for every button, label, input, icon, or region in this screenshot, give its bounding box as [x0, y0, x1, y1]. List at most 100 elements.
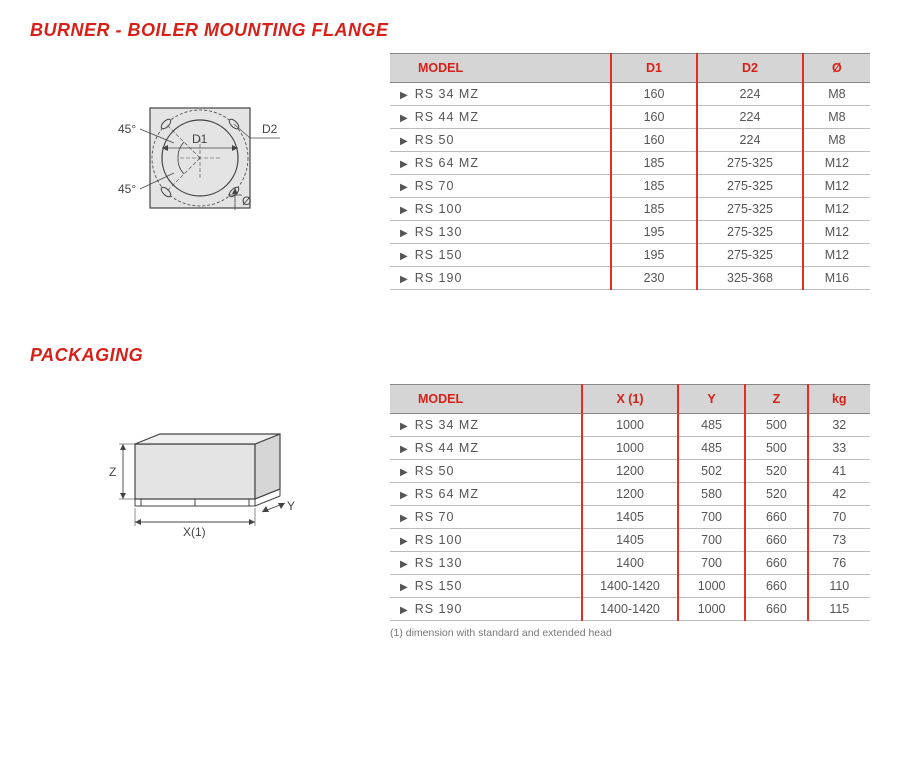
triangle-icon: ▶ [400, 490, 409, 501]
triangle-icon: ▶ [400, 182, 409, 193]
value-cell: 275-325 [697, 244, 803, 267]
table-row: ▶RS 100185275-325M12 [390, 198, 870, 221]
value-cell: M16 [803, 267, 870, 290]
triangle-icon: ▶ [400, 513, 409, 524]
value-cell: 160 [611, 106, 697, 129]
value-cell: 1400 [582, 552, 678, 575]
value-cell: 1000 [582, 414, 678, 437]
table-row: ▶RS 64 MZ120058052042 [390, 483, 870, 506]
value-cell: 1400-1420 [582, 598, 678, 621]
value-cell: 76 [808, 552, 870, 575]
value-cell: M8 [803, 83, 870, 106]
value-cell: M12 [803, 198, 870, 221]
model-cell: ▶RS 150 [390, 244, 611, 267]
col-model: MODEL [390, 54, 611, 83]
triangle-icon: ▶ [400, 159, 409, 170]
value-cell: 660 [745, 506, 807, 529]
label-x: X(1) [183, 525, 206, 539]
model-cell: ▶RS 34 MZ [390, 414, 582, 437]
value-cell: M12 [803, 175, 870, 198]
value-cell: 160 [611, 83, 697, 106]
col-d2: D2 [697, 54, 803, 83]
col2-model: MODEL [390, 385, 582, 414]
table-row: ▶RS 44 MZ100048550033 [390, 437, 870, 460]
value-cell: 520 [745, 483, 807, 506]
model-cell: ▶RS 130 [390, 221, 611, 244]
value-cell: 195 [611, 244, 697, 267]
value-cell: 230 [611, 267, 697, 290]
section-title-packaging: PACKAGING [30, 345, 870, 366]
value-cell: M8 [803, 106, 870, 129]
value-cell: 502 [678, 460, 745, 483]
table-row: ▶RS 130195275-325M12 [390, 221, 870, 244]
value-cell: 325-368 [697, 267, 803, 290]
triangle-icon: ▶ [400, 582, 409, 593]
value-cell: 42 [808, 483, 870, 506]
triangle-icon: ▶ [400, 421, 409, 432]
model-cell: ▶RS 50 [390, 129, 611, 152]
triangle-icon: ▶ [400, 90, 409, 101]
model-cell: ▶RS 190 [390, 598, 582, 621]
model-cell: ▶RS 64 MZ [390, 483, 582, 506]
value-cell: 1405 [582, 506, 678, 529]
label-phi: Ø [242, 194, 251, 208]
table-row: ▶RS 44 MZ160224M8 [390, 106, 870, 129]
table-row: ▶RS 190230325-368M16 [390, 267, 870, 290]
value-cell: 660 [745, 598, 807, 621]
label-y: Y [287, 499, 295, 513]
model-cell: ▶RS 190 [390, 267, 611, 290]
triangle-icon: ▶ [400, 274, 409, 285]
value-cell: 160 [611, 129, 697, 152]
model-cell: ▶RS 100 [390, 529, 582, 552]
value-cell: 195 [611, 221, 697, 244]
triangle-icon: ▶ [400, 559, 409, 570]
value-cell: 33 [808, 437, 870, 460]
model-cell: ▶RS 44 MZ [390, 106, 611, 129]
value-cell: 185 [611, 175, 697, 198]
triangle-icon: ▶ [400, 228, 409, 239]
value-cell: 41 [808, 460, 870, 483]
model-cell: ▶RS 34 MZ [390, 83, 611, 106]
flange-diagram: 45° 45° D1 D2 Ø [30, 53, 350, 233]
model-cell: ▶RS 150 [390, 575, 582, 598]
col2-y: Y [678, 385, 745, 414]
value-cell: 275-325 [697, 175, 803, 198]
value-cell: 1000 [678, 575, 745, 598]
value-cell: 485 [678, 414, 745, 437]
section-flange: 45° 45° D1 D2 Ø MOD [30, 53, 870, 290]
value-cell: 224 [697, 83, 803, 106]
label-angle-bottom: 45° [118, 182, 136, 196]
table-row: ▶RS 50160224M8 [390, 129, 870, 152]
table-row: ▶RS 1901400-14201000660115 [390, 598, 870, 621]
value-cell: 275-325 [697, 198, 803, 221]
label-z: Z [109, 465, 116, 479]
triangle-icon: ▶ [400, 113, 409, 124]
label-angle-top: 45° [118, 122, 136, 136]
triangle-icon: ▶ [400, 136, 409, 147]
value-cell: 185 [611, 152, 697, 175]
value-cell: 275-325 [697, 152, 803, 175]
value-cell: 115 [808, 598, 870, 621]
value-cell: 275-325 [697, 221, 803, 244]
value-cell: M8 [803, 129, 870, 152]
table-row: ▶RS 34 MZ100048550032 [390, 414, 870, 437]
value-cell: 224 [697, 106, 803, 129]
value-cell: 110 [808, 575, 870, 598]
triangle-icon: ▶ [400, 444, 409, 455]
table-row: ▶RS 70140570066070 [390, 506, 870, 529]
table-row: ▶RS 70185275-325M12 [390, 175, 870, 198]
table-row: ▶RS 50120050252041 [390, 460, 870, 483]
col2-kg: kg [808, 385, 870, 414]
section-packaging: Z X(1) Y MODEL X (1) Y [30, 384, 870, 639]
col2-x: X (1) [582, 385, 678, 414]
value-cell: 485 [678, 437, 745, 460]
value-cell: 660 [745, 529, 807, 552]
value-cell: 32 [808, 414, 870, 437]
flange-table: MODEL D1 D2 Ø ▶RS 34 MZ160224M8▶RS 44 MZ… [390, 53, 870, 290]
label-d2: D2 [262, 122, 278, 136]
triangle-icon: ▶ [400, 467, 409, 478]
value-cell: 1400-1420 [582, 575, 678, 598]
value-cell: 700 [678, 506, 745, 529]
packaging-diagram: Z X(1) Y [30, 384, 350, 554]
table-row: ▶RS 64 MZ185275-325M12 [390, 152, 870, 175]
